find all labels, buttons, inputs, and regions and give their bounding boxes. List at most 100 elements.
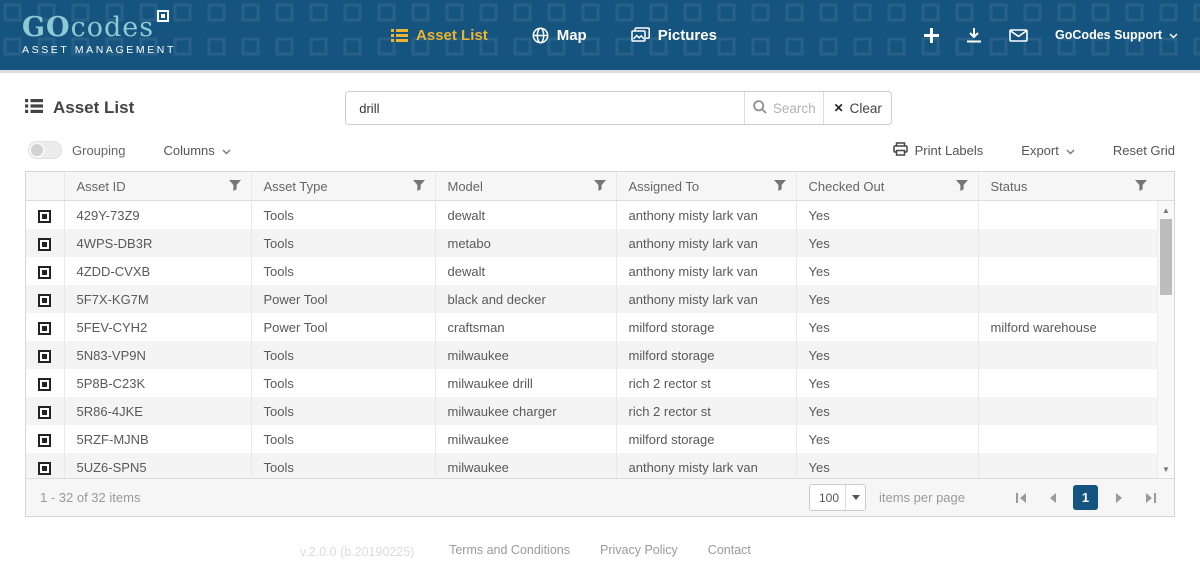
page-size-dropdown[interactable]: 100	[809, 484, 866, 511]
table-row[interactable]: 4ZDD-CVXB Tools dewalt anthony misty lar…	[26, 257, 1157, 285]
cell-status	[978, 453, 1157, 478]
scroll-down-arrow-icon[interactable]: ▼	[1162, 464, 1170, 474]
filter-icon[interactable]	[773, 179, 786, 194]
footer-links: Terms and Conditions Privacy Policy Cont…	[0, 543, 1200, 557]
qr-code-icon	[38, 321, 52, 335]
cell-asset-id: 429Y-73Z9	[64, 201, 252, 229]
qr-code-icon	[38, 209, 52, 223]
cell-checked-out: Yes	[796, 453, 979, 478]
cell-model: dewalt	[435, 257, 617, 285]
cell-checked-out: Yes	[796, 229, 979, 257]
cell-asset-type: Tools	[251, 341, 436, 369]
grid-pager: 1 - 32 of 32 items 100 items per page 1	[26, 478, 1174, 516]
privacy-link[interactable]: Privacy Policy	[600, 543, 678, 557]
table-row[interactable]: 5N83-VP9N Tools milwaukee milford storag…	[26, 341, 1157, 369]
table-row[interactable]: 5R86-4JKE Tools milwaukee charger rich 2…	[26, 397, 1157, 425]
last-page-button[interactable]	[1140, 486, 1160, 510]
cell-asset-id: 4ZDD-CVXB	[64, 257, 252, 285]
cell-asset-id: 5RZF-MJNB	[64, 425, 252, 453]
tab-pictures[interactable]: Pictures	[630, 27, 717, 44]
list-icon	[25, 98, 43, 118]
add-icon[interactable]	[924, 27, 940, 43]
dropdown-arrow-icon	[845, 485, 865, 510]
contact-link[interactable]: Contact	[707, 543, 751, 557]
cell-asset-id: 5FEV-CYH2	[64, 313, 252, 341]
filter-icon[interactable]	[412, 179, 425, 194]
clear-button[interactable]: ✕ Clear	[823, 92, 892, 124]
column-header-asset-type[interactable]: Asset Type	[251, 172, 436, 200]
footer: v.2.0.0 (b.20190225) Terms and Condition…	[0, 543, 1200, 563]
tab-asset-list[interactable]: Asset List	[391, 27, 488, 44]
qr-pattern-background	[0, 0, 1200, 70]
cell-asset-type: Tools	[251, 229, 436, 257]
table-row[interactable]: 5UZ6-SPN5 Tools milwaukee anthony misty …	[26, 453, 1157, 478]
qr-code-icon	[38, 349, 52, 363]
grouping-label: Grouping	[72, 142, 126, 158]
column-header-asset-id[interactable]: Asset ID	[64, 172, 252, 200]
column-header-checked-out[interactable]: Checked Out	[796, 172, 979, 200]
filter-icon[interactable]	[1135, 179, 1147, 194]
clear-button-label: Clear	[849, 100, 882, 116]
filter-icon[interactable]	[228, 179, 241, 194]
scrollbar-thumb[interactable]	[1160, 219, 1172, 295]
nav-tabs: Asset List Map Pictures	[391, 27, 717, 44]
column-header-model[interactable]: Model	[435, 172, 617, 200]
qr-code-icon	[38, 293, 52, 307]
cell-status	[978, 425, 1157, 453]
export-menu[interactable]: Export	[1021, 143, 1075, 158]
cell-model: craftsman	[435, 313, 617, 341]
download-icon[interactable]	[966, 27, 982, 43]
cell-asset-type: Tools	[251, 453, 436, 478]
cell-status	[978, 397, 1157, 425]
tab-map[interactable]: Map	[532, 27, 587, 44]
page-title-text: Asset List	[53, 98, 135, 117]
cell-checked-out: Yes	[796, 425, 979, 453]
page-navigation: 1	[1011, 485, 1160, 510]
cell-asset-type: Power Tool	[251, 285, 436, 313]
filter-icon[interactable]	[955, 179, 968, 194]
cell-asset-id: 5N83-VP9N	[64, 341, 252, 369]
chevron-down-icon	[222, 143, 231, 158]
pager-right: 100 items per page 1	[809, 484, 1160, 511]
print-labels-button[interactable]: Print Labels	[892, 141, 983, 159]
cell-model: milwaukee charger	[435, 397, 617, 425]
table-row[interactable]: 429Y-73Z9 Tools dewalt anthony misty lar…	[26, 201, 1157, 229]
qr-cell	[26, 257, 65, 285]
cell-assigned-to: anthony misty lark van	[616, 201, 797, 229]
cell-asset-type: Tools	[251, 257, 436, 285]
cell-model: milwaukee	[435, 425, 617, 453]
filter-icon[interactable]	[593, 179, 606, 194]
reset-grid-button[interactable]: Reset Grid	[1113, 143, 1175, 158]
qr-code-icon	[38, 461, 52, 475]
current-page-button[interactable]: 1	[1073, 485, 1098, 510]
support-menu[interactable]: GoCodes Support	[1055, 28, 1178, 42]
cell-model: milwaukee drill	[435, 369, 617, 397]
table-row[interactable]: 5RZF-MJNB Tools milwaukee milford storag…	[26, 425, 1157, 453]
cell-checked-out: Yes	[796, 201, 979, 229]
qr-code-icon	[38, 265, 52, 279]
vertical-scrollbar[interactable]: ▲ ▼	[1157, 201, 1174, 478]
previous-page-button[interactable]	[1042, 486, 1062, 510]
grouping-toggle[interactable]	[28, 141, 62, 159]
table-row[interactable]: 5FEV-CYH2 Power Tool craftsman milford s…	[26, 313, 1157, 341]
column-header-status[interactable]: Status	[978, 172, 1157, 200]
column-header-assigned-to[interactable]: Assigned To	[616, 172, 797, 200]
first-page-button[interactable]	[1011, 486, 1031, 510]
table-row[interactable]: 5F7X-KG7M Power Tool black and decker an…	[26, 285, 1157, 313]
search-button[interactable]: Search	[744, 92, 824, 124]
column-label: Asset Type	[263, 178, 328, 194]
cell-assigned-to: milford storage	[616, 341, 797, 369]
terms-link[interactable]: Terms and Conditions	[449, 543, 570, 557]
qr-cell	[26, 313, 65, 341]
table-row[interactable]: 5P8B-C23K Tools milwaukee drill rich 2 r…	[26, 369, 1157, 397]
gocodes-logo[interactable]: GO codes ASSET MANAGEMENT	[22, 10, 176, 56]
cell-asset-id: 4WPS-DB3R	[64, 229, 252, 257]
qr-cell	[26, 397, 65, 425]
columns-menu[interactable]: Columns	[163, 143, 231, 158]
table-row[interactable]: 4WPS-DB3R Tools metabo anthony misty lar…	[26, 229, 1157, 257]
mail-icon[interactable]	[1009, 28, 1028, 42]
scroll-up-arrow-icon[interactable]: ▲	[1162, 205, 1170, 215]
qr-cell	[26, 453, 65, 478]
search-input[interactable]	[346, 92, 745, 124]
next-page-button[interactable]	[1109, 486, 1129, 510]
